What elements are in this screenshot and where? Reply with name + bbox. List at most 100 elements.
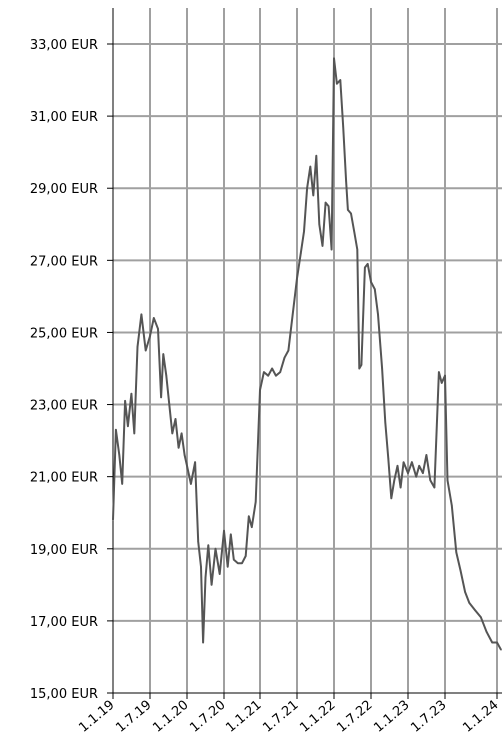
data-point bbox=[244, 555, 247, 557]
data-point bbox=[429, 479, 432, 482]
data-point bbox=[440, 382, 443, 384]
x-tick-label: 1.1.20 bbox=[150, 698, 191, 736]
data-point bbox=[267, 374, 270, 377]
data-point bbox=[415, 475, 418, 478]
y-tick-label: 17,00 EUR bbox=[30, 615, 98, 630]
data-point bbox=[330, 248, 333, 251]
data-point bbox=[160, 396, 162, 399]
data-point bbox=[214, 548, 217, 550]
data-point bbox=[350, 212, 352, 215]
data-point bbox=[183, 454, 186, 456]
data-point bbox=[396, 465, 399, 467]
data-point bbox=[342, 126, 345, 128]
data-point bbox=[360, 364, 363, 366]
data-point bbox=[446, 479, 449, 482]
data-point bbox=[358, 367, 361, 370]
data-point bbox=[230, 533, 232, 536]
x-tick-label: 1.7.21 bbox=[260, 698, 301, 736]
data-point bbox=[283, 356, 286, 359]
data-point bbox=[171, 432, 174, 435]
data-point bbox=[464, 591, 466, 593]
data-point bbox=[318, 223, 321, 226]
data-point bbox=[402, 461, 405, 464]
data-point bbox=[115, 429, 117, 431]
data-point bbox=[153, 317, 155, 319]
data-point bbox=[451, 504, 453, 507]
data-point bbox=[144, 349, 147, 352]
data-point bbox=[133, 432, 136, 435]
x-tick-label: 1.1.23 bbox=[371, 698, 412, 736]
data-point bbox=[364, 266, 366, 269]
data-point bbox=[393, 479, 396, 482]
data-point bbox=[327, 205, 330, 208]
data-point bbox=[210, 584, 213, 586]
data-point bbox=[190, 483, 192, 485]
data-point bbox=[275, 374, 277, 377]
data-point bbox=[480, 616, 482, 619]
data-point bbox=[474, 609, 476, 611]
data-point bbox=[485, 630, 488, 633]
data-point bbox=[425, 454, 428, 456]
data-point bbox=[321, 245, 324, 247]
data-point bbox=[306, 187, 308, 189]
x-tick-label: 1.1.19 bbox=[76, 698, 117, 736]
data-point bbox=[165, 374, 168, 377]
data-point bbox=[459, 569, 462, 572]
data-point bbox=[233, 558, 235, 561]
data-point bbox=[296, 277, 298, 280]
data-point bbox=[315, 155, 318, 157]
data-point bbox=[455, 551, 458, 554]
data-point bbox=[336, 82, 338, 85]
data-point bbox=[444, 374, 446, 377]
data-point bbox=[491, 641, 494, 644]
data-point bbox=[177, 447, 180, 449]
data-point bbox=[127, 425, 129, 428]
x-tick-label: 1.7.23 bbox=[408, 698, 449, 736]
data-point bbox=[130, 392, 133, 395]
data-point bbox=[309, 165, 312, 168]
data-point bbox=[339, 79, 342, 81]
data-point bbox=[197, 540, 199, 543]
data-point bbox=[202, 641, 204, 644]
data-point bbox=[418, 465, 421, 467]
data-point bbox=[279, 371, 282, 373]
data-point bbox=[291, 313, 294, 316]
data-point bbox=[248, 515, 250, 518]
data-point bbox=[496, 641, 498, 644]
data-point bbox=[370, 281, 372, 283]
data-point bbox=[207, 544, 210, 546]
y-tick-labels: 15,00 EUR 17,00 EUR 19,00 EUR 21,00 EUR 23,0… bbox=[30, 38, 98, 702]
data-point bbox=[384, 421, 387, 424]
grid bbox=[113, 8, 502, 693]
data-point bbox=[237, 562, 239, 564]
data-point bbox=[347, 209, 349, 211]
y-tick-label: 21,00 EUR bbox=[30, 471, 98, 486]
y-tick-label: 19,00 EUR bbox=[30, 543, 98, 558]
axes bbox=[107, 8, 502, 699]
x-tick-label: 1.1.24 bbox=[460, 698, 501, 736]
data-point bbox=[374, 288, 376, 291]
x-tick-label: 1.7.20 bbox=[187, 698, 228, 736]
data-point bbox=[204, 576, 207, 579]
y-tick-label: 33,00 EUR bbox=[30, 38, 98, 53]
data-point bbox=[271, 367, 273, 370]
data-point bbox=[263, 371, 265, 373]
series-line bbox=[112, 57, 502, 651]
y-tick-label: 23,00 EUR bbox=[30, 399, 98, 414]
data-point bbox=[353, 230, 356, 233]
data-point bbox=[121, 483, 123, 485]
data-point bbox=[390, 497, 393, 500]
data-point bbox=[300, 252, 302, 254]
data-point bbox=[438, 371, 440, 373]
data-point bbox=[422, 472, 424, 474]
data-point bbox=[387, 457, 390, 460]
y-tick-label: 31,00 EUR bbox=[30, 110, 98, 125]
x-tick-label: 1.1.22 bbox=[297, 698, 338, 736]
data-point bbox=[254, 501, 257, 503]
data-point bbox=[157, 328, 159, 330]
x-tick-label: 1.1.21 bbox=[223, 698, 264, 736]
y-tick-label: 25,00 EUR bbox=[30, 326, 98, 341]
data-point bbox=[312, 194, 315, 197]
data-point bbox=[223, 530, 225, 532]
